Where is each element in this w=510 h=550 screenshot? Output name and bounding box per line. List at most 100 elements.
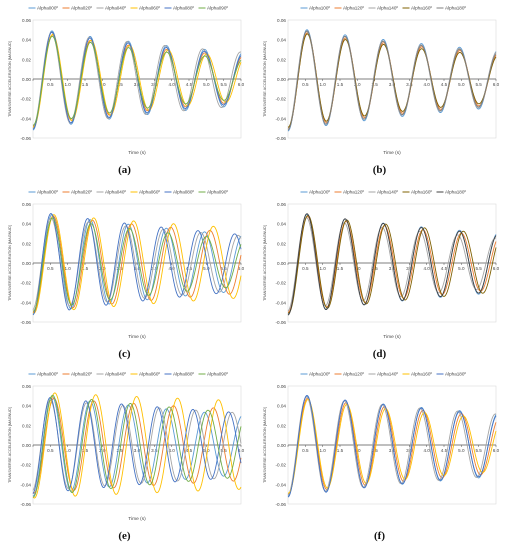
legend-label: Alpha020º — [71, 372, 92, 377]
x-tick-label: 0.5 — [47, 448, 54, 453]
legend-label: Alpha040º — [105, 190, 126, 195]
legend-label: Alpha160º — [411, 372, 432, 377]
x-tick-label: 6.0 — [238, 448, 245, 453]
y-tick-label: 0.06 — [277, 202, 286, 207]
y-tick-label: 0.00 — [22, 443, 31, 448]
legend-label: Alpha100º — [309, 6, 330, 11]
x-tick-label: 3.0 — [134, 448, 141, 453]
y-tick-label: 0.02 — [22, 57, 31, 62]
legend-label: Alpha090º — [207, 6, 228, 11]
series-line — [32, 395, 242, 497]
x-tick-label: 5.5 — [220, 82, 227, 87]
y-tick-label: 0.02 — [22, 241, 31, 246]
x-tick-label: 1.0 — [319, 266, 326, 271]
x-axis-title: Time (s) — [128, 150, 146, 156]
legend-label: Alpha060º — [139, 190, 160, 195]
panel-label: (a) — [118, 164, 131, 176]
y-tick-label: -0.02 — [276, 97, 287, 102]
x-tick-label: 0.5 — [47, 266, 54, 271]
y-tick-label: 0.06 — [277, 384, 286, 389]
y-axis-title: TRANSVERSE ACCELERATION [MAGNUD] — [263, 225, 267, 301]
series-line — [32, 214, 242, 314]
series-line — [32, 217, 242, 312]
legend-label: Alpha140º — [377, 372, 398, 377]
y-tick-label: 0.02 — [277, 423, 286, 428]
legend-label: Alpha120º — [343, 372, 364, 377]
x-tick-label: 1.0 — [64, 448, 71, 453]
y-tick-label: -0.04 — [21, 116, 32, 121]
chart-panel-5: -0.06 -0.04 -0.02 0.00 0.02 0.04 0.06 0.5 1.0 1.5… — [3, 366, 246, 548]
y-tick-label: -0.06 — [21, 136, 32, 141]
x-tick-label: 6.0 — [238, 266, 245, 271]
y-tick-label: 0.04 — [277, 38, 286, 43]
series-line — [32, 394, 242, 498]
legend-label: Alpha090º — [207, 190, 228, 195]
x-tick-label: 2.0 — [99, 82, 106, 87]
x-tick-label: 2.5 — [371, 82, 378, 87]
chart-svg: -0.06-0.04-0.020.000.020.040.060.5 1.0 1.5… — [8, 6, 245, 156]
y-tick-label: 0.04 — [277, 404, 286, 409]
x-tick-label: 0.5 — [47, 82, 54, 87]
y-tick-label: 0.06 — [22, 18, 31, 23]
legend-label: Alpha060º — [139, 372, 160, 377]
legend-label: Alpha000º — [37, 190, 58, 195]
x-tick-label: 4.0 — [168, 266, 175, 271]
x-tick-label: 1.0 — [319, 448, 326, 453]
legend-label: Alpha020º — [71, 6, 92, 11]
legend-label: Alpha180º — [445, 6, 466, 11]
series-line — [287, 399, 497, 494]
x-tick-label: 5.0 — [458, 448, 465, 453]
y-tick-label: -0.04 — [276, 482, 287, 487]
y-tick-label: 0.02 — [277, 57, 286, 62]
x-tick-label: 3.0 — [389, 82, 396, 87]
x-tick-label: 4.0 — [168, 448, 175, 453]
y-tick-label: -0.02 — [276, 463, 287, 468]
x-tick-label: 1.5 — [337, 266, 344, 271]
chart-svg: -0.06-0.04-0.020.000.020.040.060.5 1.0 1.5… — [263, 190, 500, 340]
x-tick-label: 5.0 — [458, 82, 465, 87]
legend-label: Alpha080º — [173, 372, 194, 377]
x-tick-label: 6.0 — [238, 82, 245, 87]
x-tick-label: 6.0 — [493, 266, 500, 271]
series-line — [32, 392, 242, 499]
legend-label: Alpha000º — [37, 372, 58, 377]
x-tick-label: 3.5 — [151, 266, 158, 271]
x-tick-label: 1.5 — [337, 82, 344, 87]
x-tick-label: 4.5 — [186, 448, 193, 453]
x-tick-label: 2.5 — [116, 266, 123, 271]
series-line — [287, 30, 497, 131]
y-axis-title: TRANSVERSE ACCELERATION [MAGNUD] — [8, 407, 12, 483]
chart-svg: -0.06-0.04-0.020.000.020.040.060.5 1.0 1.5… — [8, 372, 245, 522]
x-tick-label: 3.5 — [151, 448, 158, 453]
y-tick-label: -0.06 — [21, 320, 32, 325]
y-tick-label: -0.06 — [276, 502, 287, 507]
chart-svg: -0.06-0.04-0.020.000.020.040.060.5 1.0 1.5… — [8, 190, 245, 340]
x-tick-label: 4.5 — [186, 82, 193, 87]
x-tick-label: 2.0 — [354, 82, 361, 87]
series-line — [287, 394, 497, 498]
x-tick-label: 4.5 — [441, 82, 448, 87]
y-axis-title: TRANSVERSE ACCELERATION [MAGNUD] — [263, 407, 267, 483]
legend-label: Alpha120º — [343, 6, 364, 11]
series-line — [32, 397, 242, 494]
legend-label: Alpha020º — [71, 190, 92, 195]
chart-panel-1: -0.06 -0.04 -0.02 0.00 0.02 0.04 0.06 0.5 1.0 1.5… — [3, 0, 246, 182]
y-tick-label: 0.00 — [277, 443, 286, 448]
chart-panel-3: -0.06 -0.04 -0.02 0.00 0.02 0.04 0.06 0.5 1.0 1.5… — [3, 184, 246, 366]
x-tick-label: 4.5 — [441, 266, 448, 271]
y-tick-label: 0.06 — [22, 202, 31, 207]
legend-label: Alpha180º — [445, 372, 466, 377]
series-line — [32, 214, 242, 315]
x-tick-label: 5.5 — [475, 266, 482, 271]
x-tick-label: 1.5 — [82, 266, 89, 271]
y-tick-label: 0.00 — [22, 77, 31, 82]
x-tick-label: 5.5 — [220, 448, 227, 453]
x-tick-label: 4.0 — [423, 82, 430, 87]
y-tick-label: 0.04 — [22, 222, 31, 227]
series-line — [32, 31, 242, 129]
y-tick-label: -0.04 — [21, 482, 32, 487]
y-tick-label: 0.02 — [22, 423, 31, 428]
panel-label: (d) — [372, 348, 387, 360]
y-tick-label: 0.00 — [277, 77, 286, 82]
legend-label: Alpha120º — [343, 190, 364, 195]
